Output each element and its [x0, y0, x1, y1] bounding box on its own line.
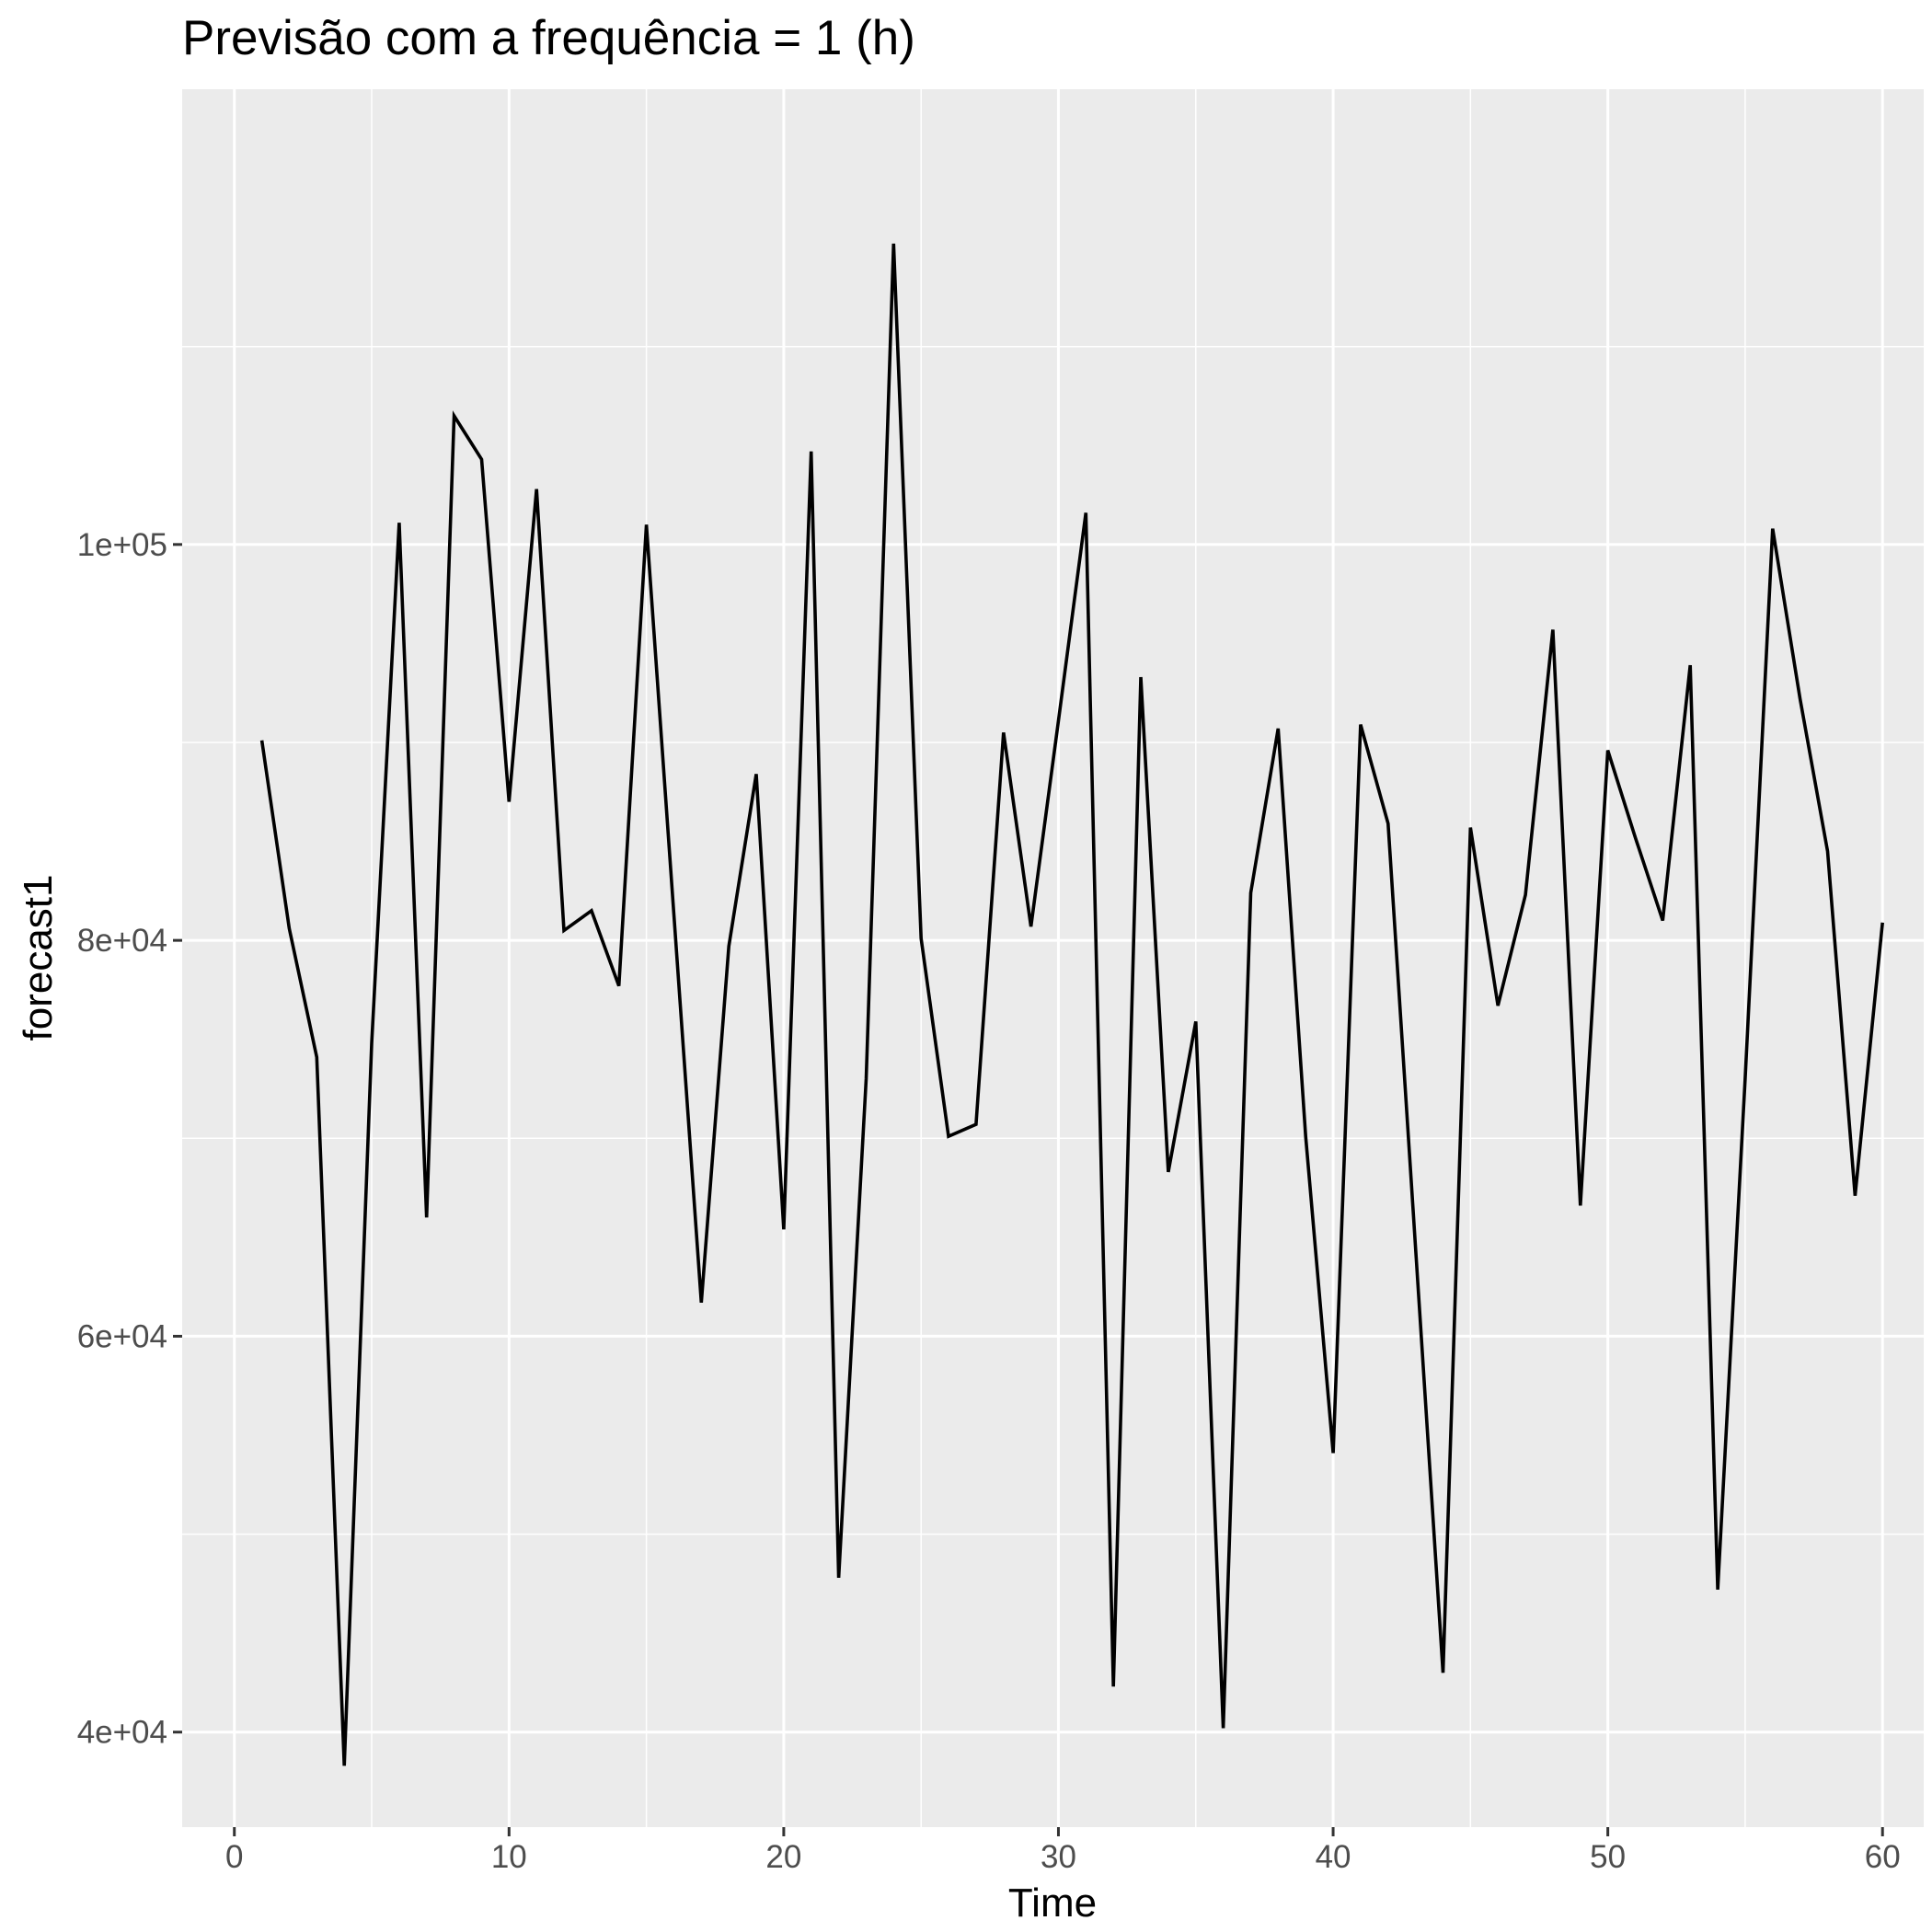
y-tick-label-0: 4e+04: [77, 1715, 167, 1751]
y-axis-title: forecast1: [16, 875, 61, 1041]
x-tick-label-6: 60: [1865, 1839, 1901, 1875]
plot-panel: [182, 89, 1924, 1827]
x-tick-label-3: 30: [1041, 1839, 1076, 1875]
y-tick-label-3: 1e+05: [77, 527, 167, 563]
series-line-0: [259, 243, 1884, 1766]
x-axis-title: Time: [1008, 1880, 1097, 1926]
major-gridlines: [182, 89, 1924, 1827]
y-axis: 4e+04 6e+04 8e+04 1e+05: [77, 527, 182, 1751]
x-axis: 0 10 20 30 40 50 60: [225, 1827, 1901, 1875]
x-tick-label-1: 10: [491, 1839, 527, 1875]
y-tick-label-1: 6e+04: [77, 1318, 167, 1354]
x-tick-label-2: 20: [765, 1839, 801, 1875]
x-tick-label-5: 50: [1590, 1839, 1626, 1875]
x-tick-label-0: 0: [225, 1839, 243, 1875]
minor-gridlines: [182, 89, 1924, 1827]
y-tick-label-2: 8e+04: [77, 923, 167, 959]
series-group: [259, 243, 1884, 1766]
x-tick-label-4: 40: [1316, 1839, 1351, 1875]
chart-title: Previsão com a frequência = 1 (h): [182, 11, 915, 65]
